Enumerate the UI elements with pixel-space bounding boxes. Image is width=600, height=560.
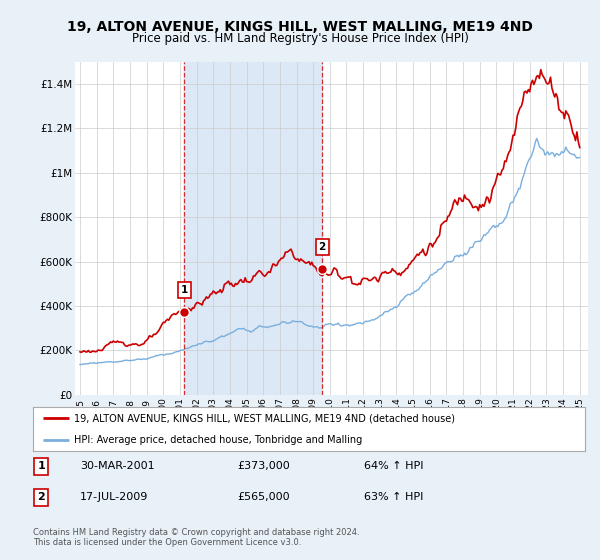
Text: Contains HM Land Registry data © Crown copyright and database right 2024.
This d: Contains HM Land Registry data © Crown c… xyxy=(33,528,359,547)
Text: 2: 2 xyxy=(319,242,326,252)
Text: 1: 1 xyxy=(181,284,188,295)
Text: HPI: Average price, detached house, Tonbridge and Malling: HPI: Average price, detached house, Tonb… xyxy=(74,435,362,445)
Text: Price paid vs. HM Land Registry's House Price Index (HPI): Price paid vs. HM Land Registry's House … xyxy=(131,32,469,45)
Text: 30-MAR-2001: 30-MAR-2001 xyxy=(80,461,155,472)
Text: 64% ↑ HPI: 64% ↑ HPI xyxy=(364,461,424,472)
Text: £373,000: £373,000 xyxy=(237,461,290,472)
Text: £565,000: £565,000 xyxy=(237,492,290,502)
Text: 19, ALTON AVENUE, KINGS HILL, WEST MALLING, ME19 4ND (detached house): 19, ALTON AVENUE, KINGS HILL, WEST MALLI… xyxy=(74,413,455,423)
Text: 63% ↑ HPI: 63% ↑ HPI xyxy=(364,492,424,502)
Text: 19, ALTON AVENUE, KINGS HILL, WEST MALLING, ME19 4ND: 19, ALTON AVENUE, KINGS HILL, WEST MALLI… xyxy=(67,20,533,34)
Text: 2: 2 xyxy=(37,492,45,502)
Bar xyxy=(184,62,322,395)
Text: 17-JUL-2009: 17-JUL-2009 xyxy=(80,492,148,502)
Text: 1: 1 xyxy=(37,461,45,472)
